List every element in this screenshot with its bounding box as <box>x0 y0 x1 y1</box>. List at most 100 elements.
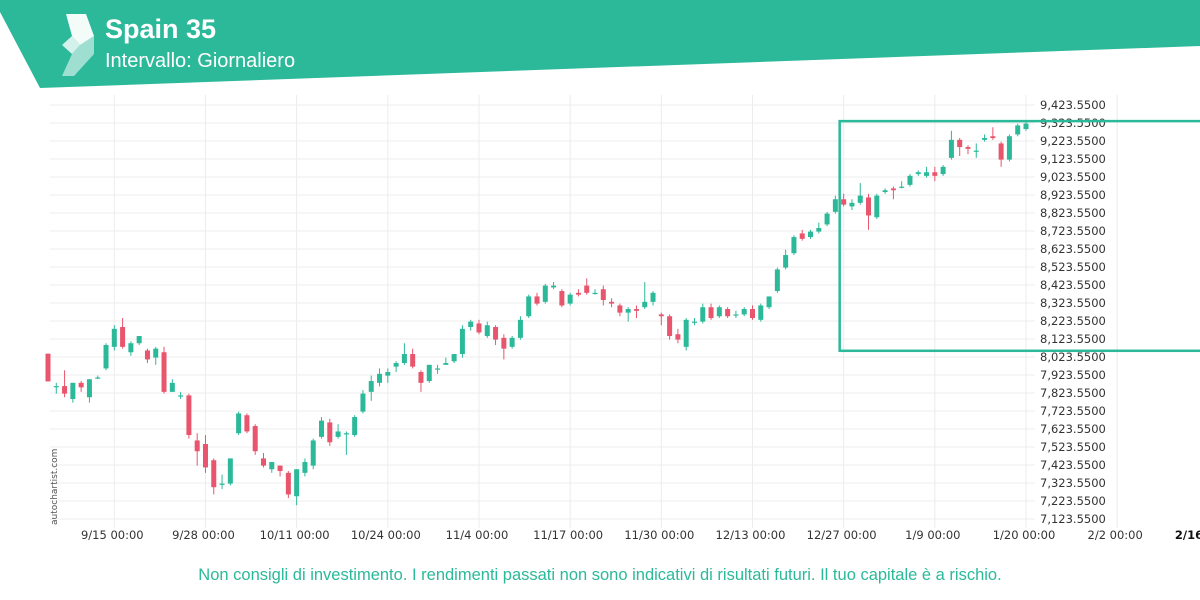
x-tick-label: 10/11 00:00 <box>260 528 330 542</box>
x-tick-label: 9/28 00:00 <box>172 528 235 542</box>
candle <box>70 382 76 403</box>
candle <box>169 379 175 392</box>
candle <box>667 314 673 340</box>
candle <box>244 413 250 434</box>
y-tick-label: 8,023.5500 <box>1040 350 1106 364</box>
candle <box>219 474 225 490</box>
candle <box>874 193 880 220</box>
x-tick-label: 11/30 00:00 <box>624 528 694 542</box>
candle <box>186 393 192 439</box>
candle <box>517 316 523 340</box>
y-tick-label: 9,423.5500 <box>1040 98 1106 112</box>
x-axis: 9/15 00:00 9/28 00:00 10/11 00:00 10/24 00:… <box>81 528 1200 542</box>
candle <box>650 291 656 306</box>
x-tick-label: 2/2 00:00 <box>1088 528 1143 542</box>
pattern-rectangle <box>838 119 1200 353</box>
candle <box>973 143 979 158</box>
candle <box>816 222 822 234</box>
x-tick-label: 12/13 00:00 <box>716 528 786 542</box>
candle <box>1006 134 1012 162</box>
y-tick-label: 8,423.5500 <box>1040 278 1106 292</box>
candle <box>658 312 664 326</box>
y-tick-label: 8,123.5500 <box>1040 332 1106 346</box>
candle <box>393 361 399 373</box>
candle <box>758 303 764 322</box>
candle <box>426 364 432 383</box>
y-tick-label: 7,623.5500 <box>1040 422 1106 436</box>
header-banner <box>0 0 1200 88</box>
candle <box>799 229 805 241</box>
candle <box>95 375 101 380</box>
candle <box>144 348 150 364</box>
candle <box>62 370 68 398</box>
current-date-label: 2/16 00:00 <box>1175 528 1200 542</box>
candle <box>774 267 780 293</box>
y-tick-label: 7,723.5500 <box>1040 404 1106 418</box>
candle <box>741 307 747 317</box>
candle <box>468 319 474 331</box>
y-tick-label: 7,223.5500 <box>1040 494 1106 508</box>
candle <box>501 334 507 360</box>
autochartist-logo-icon <box>62 14 94 76</box>
candle <box>443 357 449 365</box>
candle <box>352 415 358 437</box>
candle <box>385 368 391 383</box>
candle <box>617 303 623 317</box>
candle <box>277 465 283 477</box>
candle <box>1015 123 1021 137</box>
y-tick-label: 7,923.5500 <box>1040 368 1106 382</box>
candle <box>609 298 615 308</box>
candle <box>269 462 275 473</box>
candle <box>377 368 383 387</box>
candle <box>766 296 772 310</box>
candle <box>948 130 954 160</box>
candle <box>1023 121 1029 131</box>
disclaimer: Non consigli di investimento. I rendimen… <box>198 566 1002 584</box>
y-axis: 9,423.5500 9,323.5500 9,223.5500 9,123.5500… <box>1040 98 1106 526</box>
page-title: Spain 35 <box>105 14 217 44</box>
y-tick-label: 7,823.5500 <box>1040 386 1106 400</box>
candle <box>459 325 465 358</box>
y-tick-label: 8,823.5500 <box>1040 206 1106 220</box>
chart-grid <box>50 95 1118 528</box>
candle <box>716 305 722 319</box>
candle <box>194 433 200 466</box>
candle <box>368 375 374 401</box>
watermark: autochartist.com <box>50 449 60 525</box>
candle <box>940 165 946 176</box>
candle <box>111 325 117 351</box>
y-tick-label: 8,323.5500 <box>1040 296 1106 310</box>
candle <box>899 181 905 189</box>
candle <box>808 229 814 239</box>
y-tick-label: 9,123.5500 <box>1040 152 1106 166</box>
candle <box>435 364 441 374</box>
candle <box>832 195 838 214</box>
candle <box>86 379 92 403</box>
candle <box>907 174 913 187</box>
candle <box>211 458 217 495</box>
y-tick-label: 7,523.5500 <box>1040 440 1106 454</box>
candle <box>410 348 416 369</box>
candle <box>260 453 266 468</box>
y-tick-label: 8,523.5500 <box>1040 260 1106 274</box>
y-tick-label: 9,023.5500 <box>1040 170 1106 184</box>
candle <box>691 318 697 326</box>
candle <box>783 249 789 270</box>
candle <box>236 411 242 436</box>
candle <box>161 346 167 394</box>
candle <box>120 318 126 349</box>
candle <box>625 307 631 322</box>
y-tick-label: 8,923.5500 <box>1040 188 1106 202</box>
header-background <box>0 0 1200 88</box>
candle <box>526 294 532 319</box>
candle <box>998 141 1004 167</box>
candle <box>534 292 540 306</box>
candle <box>136 336 142 346</box>
candle <box>857 183 863 205</box>
y-tick-label: 9,323.5500 <box>1040 116 1106 130</box>
candle <box>178 391 184 400</box>
x-tick-label: 12/27 00:00 <box>807 528 877 542</box>
candle <box>683 318 689 351</box>
candle <box>542 283 548 304</box>
candle <box>584 278 590 295</box>
